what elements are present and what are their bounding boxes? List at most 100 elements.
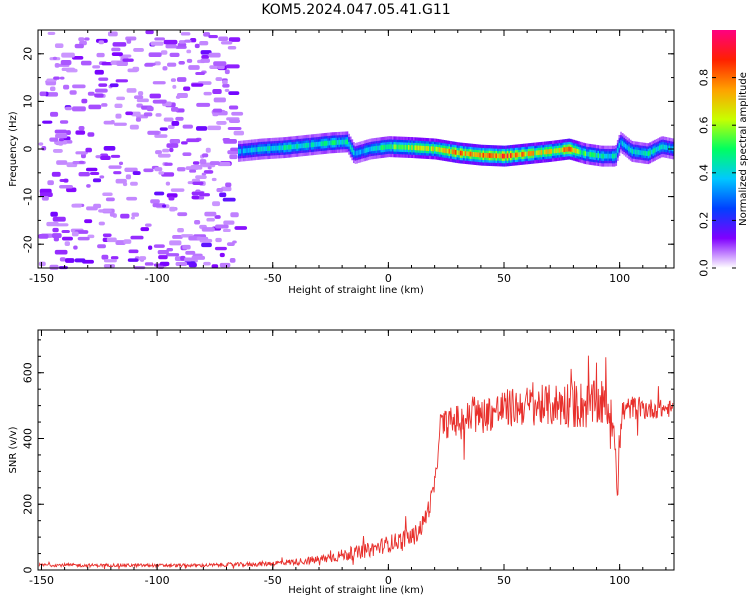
spectrogram-cell <box>98 77 109 81</box>
spectrogram-cell <box>182 124 193 129</box>
spectrogram-cell <box>214 215 221 219</box>
spectrogram-cell <box>281 145 284 151</box>
spectrogram-cell <box>138 91 144 96</box>
spectrogram-cell <box>514 152 517 158</box>
spectrogram-cell <box>111 52 123 56</box>
spectrogram-cell <box>204 211 217 217</box>
spectrogram-cell <box>599 153 601 159</box>
spectrogram-cell <box>162 148 170 153</box>
spectrogram-cell <box>616 148 619 153</box>
spectrogram-cell <box>155 113 162 117</box>
spectrogram-cell <box>244 148 247 154</box>
spectrogram-cell <box>344 139 347 145</box>
spectrogram-cell <box>404 144 407 150</box>
spectrogram-cell <box>52 216 66 222</box>
spectrogram-cell <box>521 151 524 157</box>
spectrogram-cell <box>330 140 333 146</box>
spectrogram-cell <box>484 152 486 158</box>
spectrogram-cell <box>540 149 543 155</box>
spectrogram-cell <box>214 246 227 251</box>
x-tick-label: -50 <box>264 272 282 285</box>
spectrogram-cell <box>186 49 192 54</box>
spectrogram-cell <box>227 45 237 50</box>
spectrogram-cell <box>150 41 164 46</box>
spectrogram-cell <box>542 149 545 155</box>
spectrogram-cell <box>270 146 273 151</box>
snr-ylabel: SNR (v/v) <box>8 426 19 473</box>
spectrogram-cell <box>668 145 671 151</box>
spectrogram-cell <box>196 236 209 241</box>
y-tick-label: 200 <box>22 494 35 515</box>
spectrogram-cell <box>127 258 139 262</box>
spectrogram-cell <box>280 145 282 151</box>
spectrogram-cell <box>157 265 165 270</box>
spectrogram-cell <box>351 147 354 153</box>
spectrogram-cell <box>273 145 276 151</box>
spectrogram-cell <box>172 235 183 239</box>
spectrogram-cell <box>50 211 58 217</box>
spectrogram-cell <box>165 181 171 186</box>
spectrogram-cell <box>212 108 223 113</box>
spectrogram-cell <box>498 153 501 159</box>
spectrogram-cell <box>365 147 368 153</box>
spectrogram-cell <box>188 65 200 70</box>
spectrogram-cell <box>568 146 571 152</box>
spectrogram-cell <box>132 171 141 175</box>
spectrogram-cell <box>623 142 626 148</box>
spectrogram-cell <box>98 40 105 45</box>
spectrogram-cell <box>167 124 175 129</box>
spectrogram-cell <box>203 261 211 266</box>
spectrogram-cell <box>208 52 221 58</box>
spectrogram-cell <box>56 223 69 227</box>
spectrogram-cell <box>94 93 104 98</box>
spectrogram-cell <box>128 249 139 254</box>
spectrogram-cell <box>275 145 278 151</box>
spectrogram-cell <box>47 180 54 186</box>
spectrogram-cell <box>110 256 119 260</box>
spectrogram-cell <box>154 167 163 172</box>
spectrogram-cell <box>301 143 303 149</box>
spectrogram-cell <box>59 257 66 262</box>
spectrogram-cell <box>569 146 572 152</box>
x-tick-label: 50 <box>497 574 511 587</box>
x-tick-label: 0 <box>385 574 392 587</box>
spectrogram-cell <box>620 139 622 145</box>
spectrogram-cell <box>293 144 295 150</box>
spectrogram-cell <box>386 144 389 150</box>
spectrogram-cell <box>377 145 380 151</box>
spectrogram-cell <box>278 145 281 151</box>
spectrogram-cell <box>524 151 527 157</box>
spectrogram-cell <box>348 141 350 147</box>
spectrogram-cell <box>38 261 46 267</box>
spectrogram-cell <box>211 177 217 182</box>
spectrogram-cell <box>145 223 152 227</box>
spectrogram-cell <box>463 150 465 156</box>
spectrogram-cell <box>670 146 673 151</box>
spectrogram-cell <box>173 140 179 144</box>
spectrogram-cell <box>222 197 236 202</box>
spectrogram-cell <box>472 151 475 157</box>
spectrogram-cell <box>108 165 122 169</box>
spectrogram-cell <box>401 144 404 150</box>
spectrogram-cell <box>118 161 124 166</box>
spectrogram-cell <box>469 151 472 157</box>
spectrogram-cell <box>558 147 561 153</box>
spectrogram-cell <box>508 153 511 159</box>
spectrogram-cell <box>152 99 167 104</box>
spectrogram-cell <box>38 142 44 146</box>
spectrogram-cell <box>637 149 640 155</box>
spectrogram-cell <box>78 172 90 177</box>
spectrogram-cell <box>63 84 70 90</box>
spectrogram-cell <box>626 145 629 150</box>
spectrogram-cell <box>166 193 178 198</box>
spectrogram-cell <box>191 195 200 200</box>
spectrogram-cell <box>124 167 138 173</box>
spectrogram-cell <box>327 140 329 146</box>
spectrogram-cell <box>143 112 153 117</box>
spectrogram-cell <box>587 151 590 157</box>
spectrogram-cell <box>98 83 108 87</box>
spectrogram-cell <box>61 236 73 241</box>
spectrogram-cell <box>47 31 56 35</box>
spectrogram-cell <box>399 144 402 150</box>
spectrogram-cell <box>417 145 420 151</box>
